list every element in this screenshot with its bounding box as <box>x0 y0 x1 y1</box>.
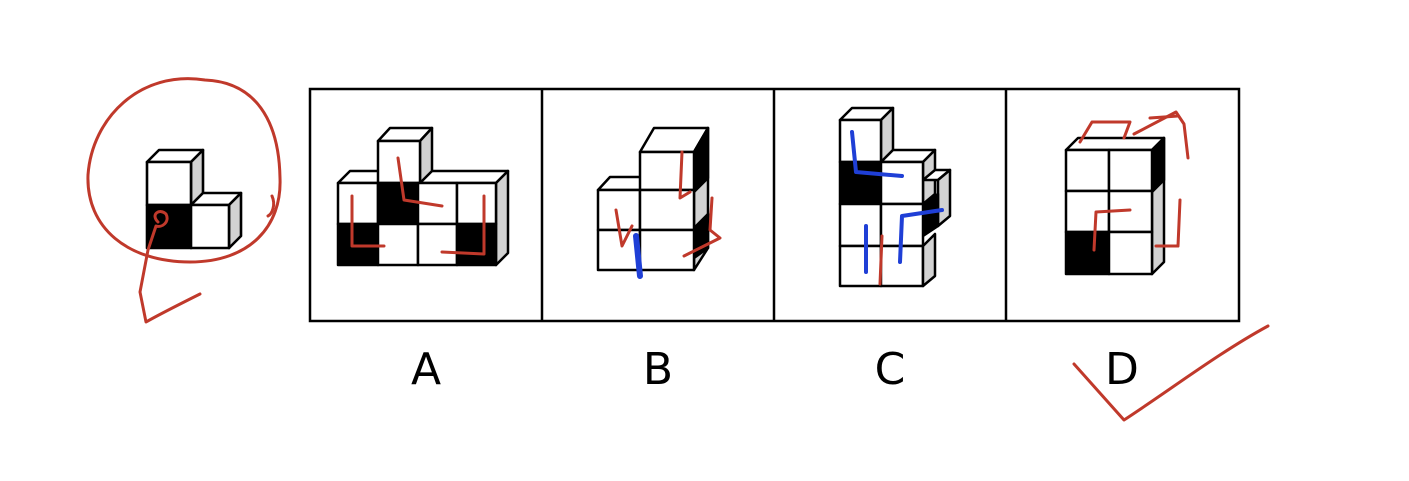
option-b-label: B <box>642 344 674 395</box>
reference-cube-figure <box>145 148 243 250</box>
option-b-figure <box>596 126 710 272</box>
options-frame <box>308 87 1241 323</box>
option-c-label: C <box>874 344 906 395</box>
hand-drawn-check-mark-icon <box>1072 324 1270 422</box>
option-a-figure <box>336 126 510 267</box>
option-c-annotations <box>850 130 944 286</box>
option-d-label: D <box>1105 344 1139 395</box>
hand-drawn-circle-icon <box>86 77 282 264</box>
annotation-loop-arrow <box>138 210 202 324</box>
option-c-figure <box>838 106 952 288</box>
option-d-figure <box>1064 136 1166 276</box>
annotation-stroke <box>266 194 276 218</box>
option-b-annotations <box>614 150 722 279</box>
option-d-annotations <box>1078 110 1190 252</box>
option-a-annotations <box>350 156 486 256</box>
option-a-label: A <box>410 344 442 395</box>
